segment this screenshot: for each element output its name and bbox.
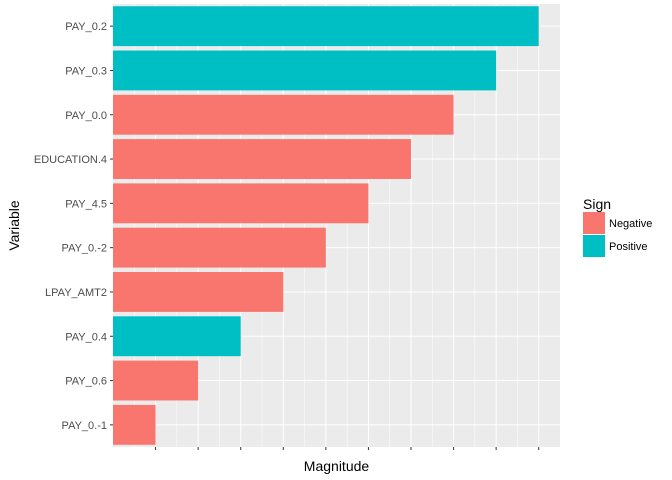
x-axis-title: Magnitude: [304, 458, 370, 474]
bar-PAY_0.2: [113, 6, 539, 47]
bar-LPAY_AMT2: [113, 272, 284, 312]
bar-PAY_0.3: [113, 50, 497, 91]
bar-PAY_4.5: [113, 183, 369, 224]
bar-PAY_0.-1: [113, 404, 156, 445]
bar-PAY_0.0: [113, 94, 454, 135]
y-tick-label: PAY_0.2: [65, 21, 107, 33]
y-tick-label: EDUCATION.4: [34, 154, 107, 166]
bars-layer: [113, 6, 539, 445]
legend-items: Negative Positive: [583, 212, 652, 257]
y-axis-ticks: PAY_0.2 PAY_0.3 PAY_0.0 EDUCATION.4 PAY_4.5 P…: [34, 21, 113, 432]
y-tick-label: PAY_0.6: [65, 376, 107, 388]
legend-key-positive: [583, 235, 605, 257]
y-axis-title: Variable: [6, 200, 22, 251]
bar-PAY_0.6: [113, 360, 199, 401]
legend-title: Sign: [583, 196, 611, 212]
y-tick-label: PAY_0.4: [65, 331, 107, 343]
legend-key-negative: [583, 212, 605, 234]
x-axis-ticks: [155, 447, 540, 450]
y-tick-label: PAY_4.5: [65, 198, 107, 210]
y-tick-label: PAY_0.-2: [62, 243, 107, 255]
bar-PAY_0.4: [113, 316, 241, 357]
bar-EDUCATION.4: [113, 139, 411, 179]
legend-label-negative: Negative: [609, 218, 652, 230]
legend-label-positive: Positive: [609, 241, 648, 253]
y-tick-label: PAY_0.0: [65, 110, 107, 122]
y-tick-label: LPAY_AMT2: [45, 287, 107, 299]
y-tick-label: PAY_0.3: [65, 65, 107, 77]
y-tick-label: PAY_0.-1: [62, 420, 107, 432]
bar-PAY_0.-2: [113, 227, 326, 268]
legend: Sign Negative Positive: [583, 196, 652, 257]
